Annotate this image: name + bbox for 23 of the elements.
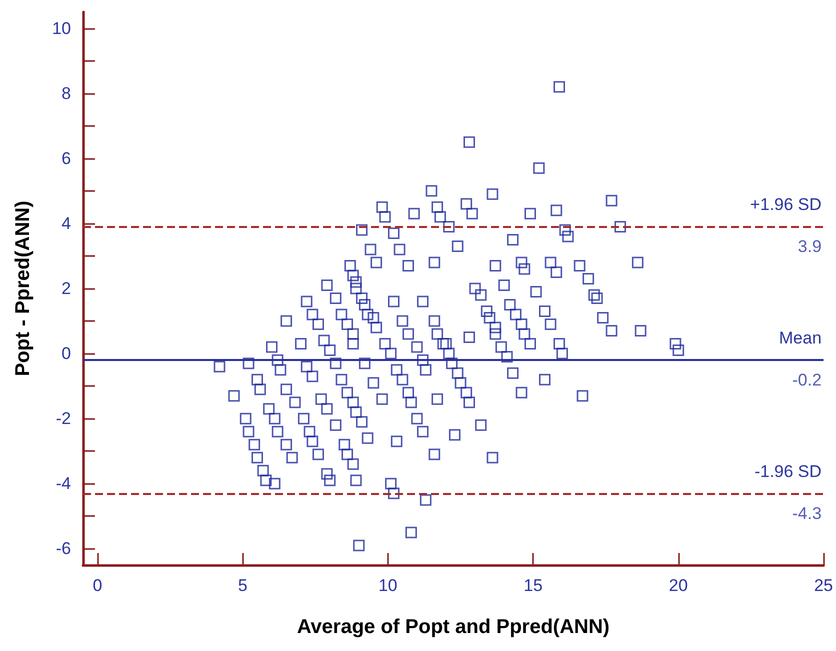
- x-tick-label: 5: [238, 576, 248, 595]
- x-tick-label: 20: [668, 576, 688, 595]
- x-tick-label: 10: [378, 576, 398, 595]
- annotation: -0.2: [792, 370, 822, 390]
- y-tick-label: 2: [62, 279, 71, 298]
- ref-line-label: -1.96 SD: [754, 462, 822, 481]
- x-axis-title: Average of Popt and Ppred(ANN): [296, 616, 610, 638]
- x-tick-label: 15: [524, 576, 543, 595]
- y-tick-label: 8: [62, 84, 71, 103]
- x-tick-label: 0: [92, 576, 102, 595]
- ref-line-label: +1.96 SD: [750, 195, 822, 214]
- y-tick-label: 4: [62, 214, 71, 233]
- y-tick-label: -6: [56, 539, 71, 558]
- y-tick-label: -4: [56, 474, 71, 494]
- annotation: 3.9: [798, 237, 822, 256]
- y-tick-label: 10: [52, 18, 71, 38]
- y-tick-label: 6: [62, 148, 71, 168]
- x-tick-label: 25: [814, 576, 834, 595]
- y-axis-title: Popt - Ppred(ANN): [12, 200, 34, 376]
- ref-line-label: Mean: [779, 328, 822, 348]
- y-tick-label: -2: [56, 409, 71, 428]
- y-tick-label: 0: [62, 344, 71, 364]
- annotation: -4.3: [792, 504, 822, 523]
